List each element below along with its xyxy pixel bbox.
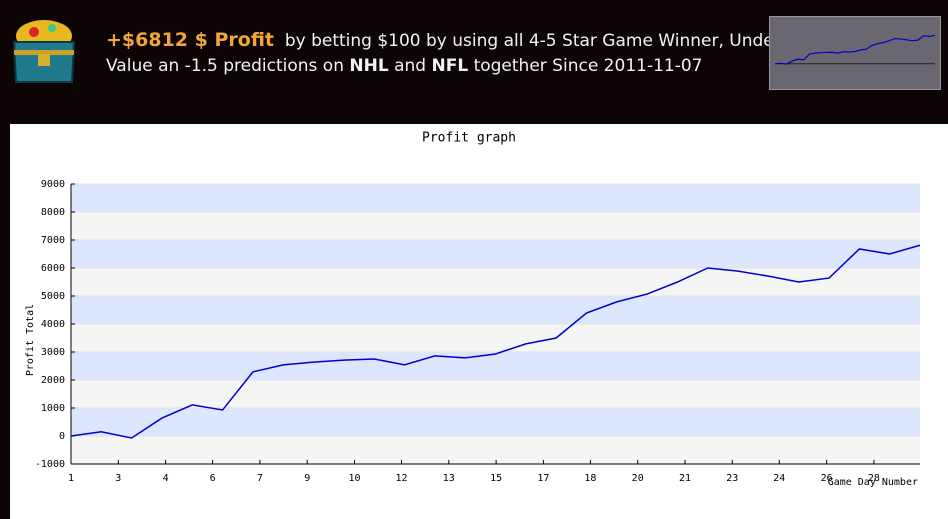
chest-icon (12, 20, 76, 83)
x-tick-label: 13 (443, 473, 455, 484)
y-tick-label: 0 (59, 431, 65, 442)
league: NFL (431, 56, 469, 76)
y-tick-label: -1000 (35, 459, 65, 470)
grid-band (71, 268, 920, 296)
x-tick-label: 1 (68, 473, 74, 484)
x-tick-label: 24 (773, 473, 785, 484)
y-axis-label: Profit Total (25, 304, 36, 376)
grid-band (71, 408, 920, 436)
y-tick-label: 4000 (41, 319, 65, 330)
grid-band (71, 184, 920, 212)
y-tick-label: 8000 (41, 207, 65, 218)
headline-text: Value an -1.5 predictions on (106, 56, 350, 76)
x-tick-label: 21 (679, 473, 691, 484)
headline-line-1: +$6812 $ Profit by betting $100 by using… (106, 29, 812, 51)
y-tick-label: 3000 (41, 347, 65, 358)
x-tick-label: 3 (115, 473, 121, 484)
x-tick-label: 23 (726, 473, 738, 484)
y-tick-label: 7000 (41, 235, 65, 246)
grid-band (71, 212, 920, 240)
x-tick-label: 10 (348, 473, 360, 484)
profit-amount: +$6812 $ Profit (106, 29, 274, 51)
grid-band (71, 436, 920, 464)
x-tick-label: 28 (868, 473, 880, 484)
headline-line-2: Value an -1.5 predictions on NHL and NFL… (106, 56, 702, 76)
x-tick-label: 6 (210, 473, 216, 484)
headline-text: by betting $100 by using all 4-5 Star Ga… (284, 31, 813, 51)
x-axis-label: Game Day Number (828, 477, 918, 488)
grid-band (71, 324, 920, 352)
thumbnail-bg (769, 16, 941, 90)
x-tick-label: 20 (632, 473, 644, 484)
y-tick-label: 1000 (41, 403, 65, 414)
x-tick-label: 26 (821, 473, 833, 484)
x-tick-label: 9 (304, 473, 310, 484)
x-tick-label: 18 (584, 473, 596, 484)
grid-band (71, 296, 920, 324)
league: NHL (349, 56, 389, 76)
grid-band (71, 380, 920, 408)
y-tick-label: 9000 (41, 179, 65, 190)
thumbnail-chart (769, 16, 941, 90)
thumbnail-line (774, 34, 936, 65)
y-tick-label: 6000 (41, 263, 65, 274)
grid-band (71, 240, 920, 268)
y-tick-label: 5000 (41, 291, 65, 302)
headline-text: together Since 2011-11-07 (468, 56, 703, 76)
x-tick-label: 7 (257, 473, 263, 484)
chart-title: Profit graph (422, 131, 516, 146)
series-line (70, 244, 921, 439)
x-tick-label: 17 (537, 473, 549, 484)
banner: +$6812 $ Profit by betting $100 by using… (0, 0, 948, 122)
grid-band (71, 352, 920, 380)
x-tick-label: 15 (490, 473, 502, 484)
y-tick-label: 2000 (41, 375, 65, 386)
x-tick-label: 12 (395, 473, 407, 484)
headline-text: and (388, 56, 432, 76)
chart: Profit graph Game Day Number Profit Tota… (10, 124, 948, 519)
x-tick-label: 4 (163, 473, 169, 484)
